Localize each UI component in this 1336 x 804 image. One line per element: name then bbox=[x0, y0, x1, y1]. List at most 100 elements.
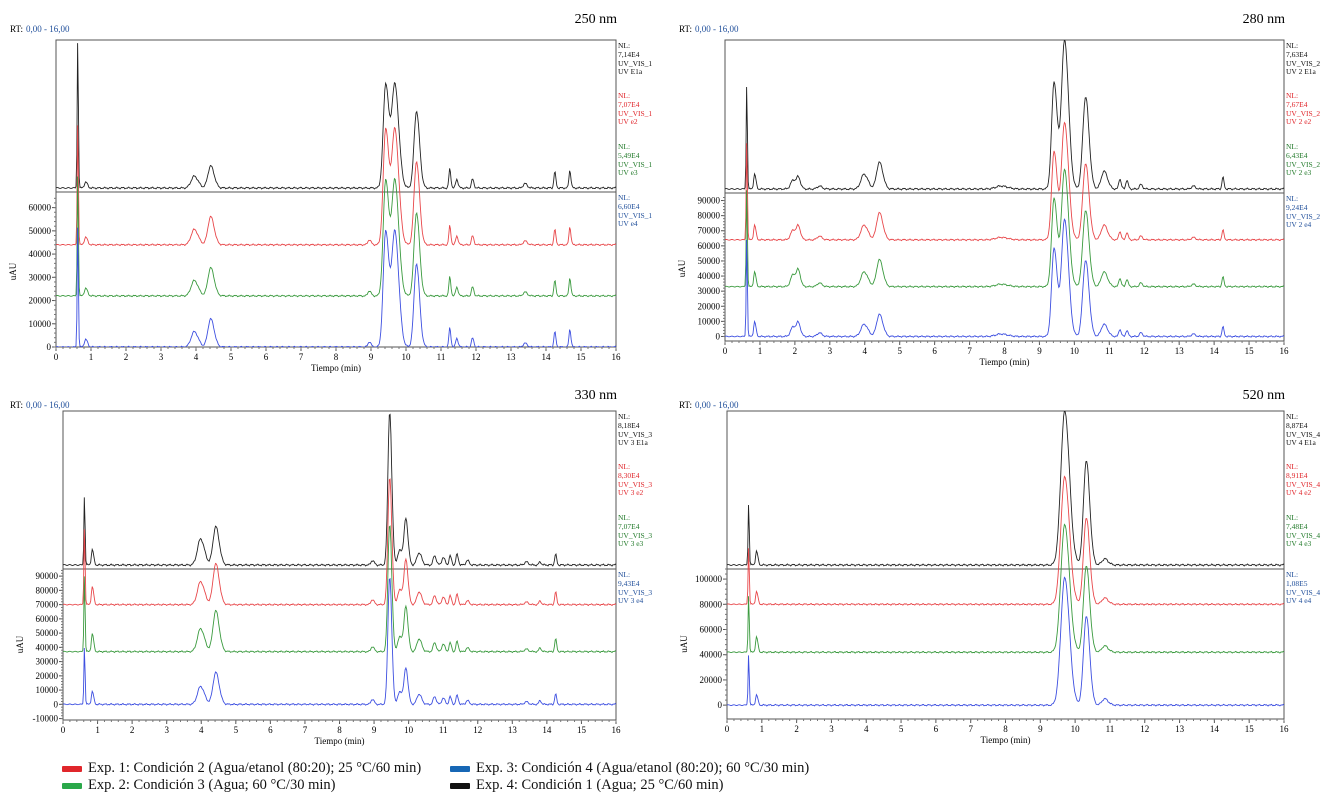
legend-label-exp3: Exp. 3: Condición 4 (Agua/etanol (80:20)… bbox=[476, 760, 810, 776]
nl-label: NL: bbox=[618, 91, 630, 100]
legend-swatch-exp3 bbox=[450, 765, 470, 772]
x-tick-label: 2 bbox=[793, 346, 798, 356]
y-tick-label: 40000 bbox=[698, 271, 721, 281]
y-axis-label: uAU bbox=[677, 259, 687, 277]
x-tick-label: 16 bbox=[1280, 724, 1290, 734]
nl-annotation: NL: 8,30E4 UV_VIS_3 UV 3 e2 bbox=[618, 462, 652, 497]
nl-value: 5,49E4 bbox=[618, 151, 640, 160]
panel-title: 280 nm bbox=[1243, 12, 1286, 27]
panel-title: 330 nm bbox=[575, 388, 618, 403]
legend-label-exp2: Exp. 2: Condición 3 (Agua; 60 °C/30 min) bbox=[88, 777, 336, 793]
nl-channel: UV_VIS_4 bbox=[1286, 588, 1320, 597]
nl-file: UV 2 e4 bbox=[1286, 220, 1312, 229]
y-axis-label: uAU bbox=[15, 635, 25, 653]
x-tick-label: 3 bbox=[159, 352, 164, 362]
y-tick-label: 80000 bbox=[698, 211, 721, 221]
x-tick-label: 8 bbox=[337, 725, 342, 735]
legend-swatch-exp4 bbox=[450, 782, 470, 789]
legend-item-exp3: Exp. 3: Condición 4 (Agua/etanol (80:20)… bbox=[450, 760, 809, 777]
x-tick-label: 11 bbox=[1105, 346, 1114, 356]
panel-title: 250 nm bbox=[575, 12, 618, 27]
rt-label: RT: bbox=[10, 24, 23, 34]
nl-label: NL: bbox=[1286, 570, 1298, 579]
y-tick-label: 10000 bbox=[36, 685, 59, 695]
nl-file: UV e4 bbox=[618, 219, 638, 228]
x-tick-label: 9 bbox=[1038, 724, 1043, 734]
x-tick-label: 8 bbox=[334, 352, 339, 362]
nl-channel: UV_VIS_4 bbox=[1286, 430, 1320, 439]
x-tick-label: 4 bbox=[863, 346, 868, 356]
nl-file: UV 3 e2 bbox=[618, 488, 644, 497]
y-tick-label: 0 bbox=[718, 700, 723, 710]
nl-value: 9,24E4 bbox=[1286, 203, 1308, 212]
rt-range-label: RT: 0,00 - 16,00 bbox=[679, 400, 739, 410]
x-tick-label: 11 bbox=[439, 725, 448, 735]
x-tick-label: 7 bbox=[968, 724, 973, 734]
plot-frame bbox=[724, 39, 1285, 342]
trace-exp-1 bbox=[63, 478, 616, 607]
trace-exp-1 bbox=[727, 475, 1284, 606]
x-tick-label: 1 bbox=[95, 725, 100, 735]
x-tick-label: 14 bbox=[542, 352, 552, 362]
nl-value: 7,07E4 bbox=[618, 522, 640, 531]
nl-channel: UV_VIS_1 bbox=[618, 160, 652, 169]
nl-label: NL: bbox=[618, 513, 630, 522]
x-tick-label: 1 bbox=[758, 346, 763, 356]
y-tick-label: 20000 bbox=[700, 675, 723, 685]
legend-label-exp1: Exp. 1: Condición 2 (Agua/etanol (80:20)… bbox=[88, 760, 422, 776]
x-tick-label: 5 bbox=[899, 724, 904, 734]
y-tick-label: 30000 bbox=[29, 272, 52, 282]
nl-file: UV 2 E1a bbox=[1286, 67, 1317, 76]
nl-file: UV 3 e4 bbox=[618, 596, 644, 605]
x-tick-label: 9 bbox=[369, 352, 374, 362]
nl-file: UV 3 e3 bbox=[618, 539, 644, 548]
y-tick-label: 30000 bbox=[698, 286, 721, 296]
nl-annotation: NL: 7,14E4 UV_VIS_1 UV E1a bbox=[618, 41, 652, 76]
x-tick-label: 7 bbox=[303, 725, 308, 735]
nl-file: UV 3 E1a bbox=[618, 438, 649, 447]
nl-annotation: NL: 7,07E4 UV_VIS_1 UV e2 bbox=[618, 91, 652, 126]
trace-exp-3 bbox=[725, 218, 1284, 338]
y-axis-label: uAU bbox=[679, 635, 689, 653]
nl-file: UV 4 e3 bbox=[1286, 539, 1312, 548]
x-tick-label: 2 bbox=[124, 352, 129, 362]
x-tick-label: 0 bbox=[54, 352, 59, 362]
rt-label: RT: bbox=[10, 400, 23, 410]
nl-file: UV e3 bbox=[618, 168, 638, 177]
nl-file: UV 2 e3 bbox=[1286, 168, 1312, 177]
nl-channel: UV_VIS_4 bbox=[1286, 531, 1320, 540]
x-tick-label: 14 bbox=[1210, 724, 1220, 734]
trace-exp-4 bbox=[63, 413, 616, 567]
y-tick-label: 10000 bbox=[698, 316, 721, 326]
y-tick-label: -10000 bbox=[33, 714, 59, 724]
nl-annotation: NL: 6,60E4 UV_VIS_1 UV e4 bbox=[618, 193, 652, 228]
y-tick-label: 40000 bbox=[36, 642, 59, 652]
legend-label-exp4: Exp. 4: Condición 1 (Agua; 25 °C/60 min) bbox=[476, 777, 724, 793]
x-tick-label: 13 bbox=[1175, 724, 1185, 734]
nl-value: 6,43E4 bbox=[1286, 151, 1308, 160]
x-axis-label: Tiempo (min) bbox=[981, 735, 1031, 745]
nl-channel: UV_VIS_1 bbox=[618, 59, 652, 68]
trace-exp-2 bbox=[56, 176, 616, 298]
nl-channel: UV_VIS_4 bbox=[1286, 480, 1320, 489]
legend-item-exp2: Exp. 2: Condición 3 (Agua; 60 °C/30 min) bbox=[62, 777, 335, 794]
x-tick-label: 9 bbox=[1037, 346, 1042, 356]
rt-label: RT: bbox=[679, 24, 692, 34]
trace-exp-4 bbox=[56, 43, 616, 190]
x-axis-label: Tiempo (min) bbox=[315, 736, 365, 746]
x-tick-label: 13 bbox=[1175, 346, 1185, 356]
x-tick-label: 5 bbox=[897, 346, 902, 356]
y-tick-label: 40000 bbox=[29, 249, 52, 259]
x-axis-label: Tiempo (min) bbox=[311, 363, 361, 373]
x-tick-label: 0 bbox=[61, 725, 66, 735]
nl-value: 7,14E4 bbox=[618, 50, 640, 59]
nl-label: NL: bbox=[1286, 142, 1298, 151]
y-tick-label: 50000 bbox=[698, 256, 721, 266]
nl-label: NL: bbox=[618, 570, 630, 579]
plot-frame bbox=[55, 39, 617, 348]
x-tick-label: 1 bbox=[89, 352, 94, 362]
trace-exp-2 bbox=[725, 168, 1284, 289]
nl-annotation: NL: 9,24E4 UV_VIS_2 UV 2 e4 bbox=[1286, 194, 1320, 229]
nl-value: 7,67E4 bbox=[1286, 100, 1308, 109]
